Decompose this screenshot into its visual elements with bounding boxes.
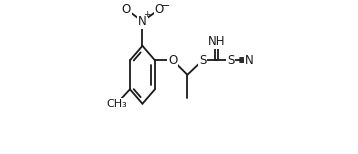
Text: O: O <box>168 54 178 67</box>
Text: S: S <box>199 54 206 67</box>
Text: NH: NH <box>208 35 225 48</box>
Text: CH₃: CH₃ <box>106 99 127 109</box>
Text: O: O <box>122 3 131 16</box>
Text: +: + <box>144 10 151 19</box>
Text: S: S <box>227 54 234 67</box>
Text: N: N <box>245 54 253 67</box>
Text: −: − <box>161 1 170 11</box>
Text: O: O <box>155 3 164 16</box>
Text: N: N <box>138 15 147 28</box>
